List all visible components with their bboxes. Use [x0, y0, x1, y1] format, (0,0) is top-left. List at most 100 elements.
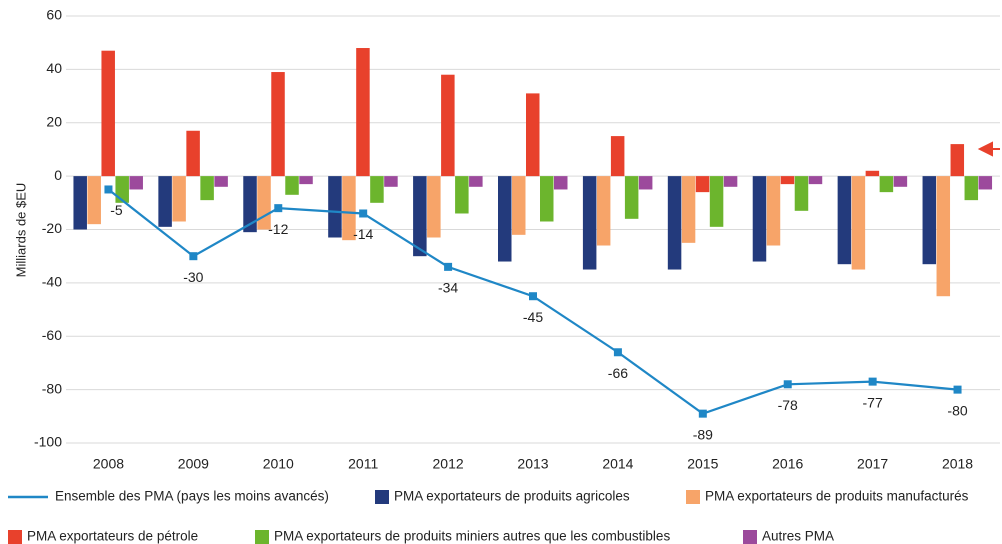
x-tick-label: 2015	[687, 456, 718, 472]
line-marker	[698, 409, 707, 418]
x-tick-label: 2017	[857, 456, 888, 472]
bar	[384, 176, 398, 187]
line-marker	[274, 204, 283, 213]
line-marker	[444, 262, 453, 271]
bar	[610, 136, 625, 177]
bar	[512, 176, 526, 235]
data-label: -14	[353, 226, 373, 242]
line-marker	[359, 209, 368, 218]
x-tick-label: 2014	[602, 456, 633, 472]
bar	[964, 176, 979, 201]
data-label: -5	[110, 202, 123, 218]
bar	[780, 176, 795, 185]
bar	[370, 176, 384, 203]
data-label: -78	[778, 397, 798, 413]
bar	[695, 176, 710, 193]
bar	[540, 176, 554, 222]
bar	[978, 176, 993, 190]
bar	[413, 176, 427, 257]
y-tick-label: -80	[42, 380, 62, 396]
legend-label: PMA exportateurs de produits miniers aut…	[274, 529, 670, 544]
bar	[469, 176, 483, 187]
bar	[638, 176, 653, 190]
bar	[299, 176, 313, 185]
legend-swatch	[255, 530, 269, 544]
data-label: -66	[608, 365, 628, 381]
x-tick-label: 2013	[517, 456, 548, 472]
bar	[526, 93, 540, 177]
legend-swatch	[375, 490, 389, 504]
bar	[87, 176, 101, 225]
bar	[950, 144, 965, 177]
bar	[624, 176, 639, 219]
bar	[73, 176, 87, 230]
legend-label: PMA exportateurs de produits agricoles	[394, 489, 630, 504]
bar	[893, 176, 908, 187]
bar	[200, 176, 214, 201]
bar	[681, 176, 696, 243]
bar	[342, 176, 356, 241]
data-label: -45	[523, 309, 543, 325]
bar	[441, 74, 455, 177]
y-tick-label: -100	[34, 434, 62, 450]
line	[107, 188, 958, 415]
data-label: -80	[947, 402, 967, 418]
bar	[667, 176, 682, 270]
legend: Ensemble des PMA (pays les moins avancés…	[8, 489, 969, 544]
legend-label: Ensemble des PMA (pays les moins avancés…	[55, 489, 329, 504]
bar	[115, 176, 129, 203]
bar	[794, 176, 809, 211]
bar	[172, 176, 186, 222]
bar	[596, 176, 611, 246]
bar	[766, 176, 781, 246]
bar	[865, 170, 880, 177]
bar	[328, 176, 342, 238]
legend-label: PMA exportateurs de pétrole	[27, 529, 198, 544]
bar	[271, 72, 285, 177]
data-label: -77	[863, 394, 883, 410]
line-marker	[868, 377, 877, 386]
y-axis-label: Milliards de $EU	[13, 183, 28, 278]
bar	[498, 176, 512, 262]
y-tick-label: -60	[42, 327, 62, 343]
data-label: -12	[268, 221, 288, 237]
data-label: -30	[183, 269, 203, 285]
bar	[752, 176, 767, 262]
x-tick-label: 2011	[348, 456, 378, 472]
bar	[214, 176, 228, 187]
y-tick-label: -20	[42, 220, 62, 236]
bar	[808, 176, 823, 185]
legend-label: Autres PMA	[762, 529, 834, 544]
bar	[101, 50, 115, 177]
y-tick-label: 60	[46, 7, 62, 23]
x-tick-label: 2010	[263, 456, 294, 472]
legend-swatch	[686, 490, 700, 504]
bar	[554, 176, 568, 190]
x-tick-label: 2016	[772, 456, 803, 472]
bar	[837, 176, 852, 265]
bar	[709, 176, 724, 227]
y-tick-label: 20	[46, 113, 62, 129]
bar	[879, 176, 894, 193]
line-marker	[104, 185, 113, 194]
line-marker	[953, 385, 962, 394]
bar	[427, 176, 441, 238]
line-marker	[189, 252, 198, 261]
arrow	[977, 141, 1000, 157]
legend-label: PMA exportateurs de produits manufacturé…	[705, 489, 969, 504]
bar	[851, 176, 866, 270]
y-tick-label: 0	[54, 167, 62, 183]
x-tick-label: 2009	[178, 456, 209, 472]
bar	[243, 176, 257, 233]
bar	[129, 176, 143, 190]
bar	[356, 48, 370, 177]
y-tick-label: -40	[42, 274, 62, 290]
y-tick-label: 40	[46, 60, 62, 76]
bar	[186, 130, 200, 177]
data-label: -89	[693, 426, 713, 442]
bar	[285, 176, 299, 195]
legend-swatch	[743, 530, 757, 544]
bar	[582, 176, 597, 270]
bar	[936, 176, 951, 297]
